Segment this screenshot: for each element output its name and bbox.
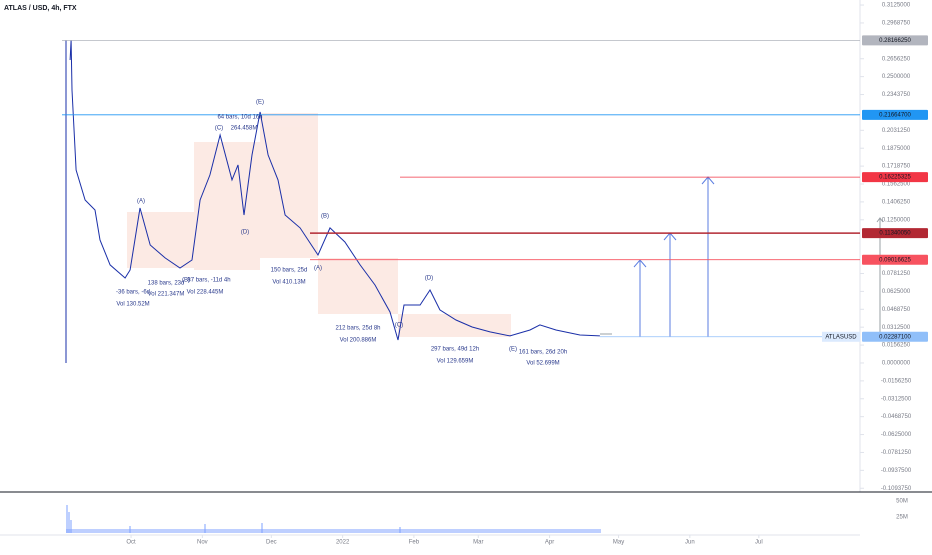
annotation: 212 bars, 25d 8h [335, 326, 380, 332]
annotation: Vol 221.347M [148, 292, 185, 298]
y-tick-label: 0.1875000 [882, 146, 911, 152]
y-tick-label: 0.0468750 [882, 307, 911, 313]
annotation: 297 bars, 49d 12h [431, 347, 479, 353]
annotation: 87 bars, -11d 4h [187, 278, 230, 284]
annotation: 161 bars, 26d 20h [519, 350, 567, 356]
x-tick-label: Oct [126, 540, 136, 546]
y-tick-label: 0.0000000 [882, 361, 911, 367]
x-tick-label: May [613, 540, 624, 546]
price-line [69, 39, 600, 341]
annotation: (C) [395, 323, 403, 329]
level-badge [862, 254, 928, 265]
volume-tick-label: 50M [896, 499, 908, 505]
annotation: Vol 228.445M [187, 290, 224, 296]
x-tick-label: Jul [755, 540, 763, 546]
x-tick-label: Dec [266, 540, 277, 546]
annotation: (C) [215, 126, 223, 132]
annotation: (B) [321, 214, 329, 220]
symbol-label: ATLASUSD [825, 334, 857, 340]
x-tick-label: 2022 [336, 540, 350, 546]
annotation: 264.458M [231, 126, 258, 132]
x-tick-label: Nov [197, 540, 208, 546]
annotation: Vol 129.659M [437, 359, 474, 365]
y-tick-label: 0.2968750 [882, 21, 911, 27]
level-badge [862, 172, 928, 183]
annotation: (D) [241, 230, 249, 236]
y-tick-label: 0.0625000 [882, 289, 911, 295]
y-tick-label: -0.0937500 [881, 468, 912, 474]
arrows [600, 176, 884, 337]
annotation: 138 bars, 23d [148, 281, 185, 287]
y-tick-label: -0.0625000 [881, 432, 912, 438]
y-tick-label: 0.2343750 [882, 92, 911, 98]
level-label: 0.28166250 [879, 38, 911, 44]
y-tick-label: 0.2500000 [882, 74, 911, 80]
level-label: 0.21664700 [879, 112, 911, 118]
symbol-badge [822, 331, 860, 342]
y-tick-label: 0.1250000 [882, 217, 911, 223]
y-tick-label: 0.0312500 [882, 325, 911, 331]
annotation: 64 bars, 10d 16h [217, 115, 262, 121]
y-tick-label: -0.0468750 [881, 414, 912, 420]
y-tick-label: 0.1406250 [882, 199, 911, 205]
x-tick-label: Apr [545, 540, 554, 546]
x-tick-label: Mar [473, 540, 483, 546]
annotation: Vol 410.13M [272, 280, 305, 286]
y-tick-label: -0.0312500 [881, 396, 912, 402]
y-tick-label: 0.0156250 [882, 343, 911, 349]
y-tick-label: -0.0781250 [881, 450, 912, 456]
annotation: 150 bars, 25d [271, 268, 308, 274]
annotation: Vol 52.699M [526, 361, 559, 367]
volume-tick-label: 25M [896, 515, 908, 521]
level-label: 0.02287100 [879, 334, 911, 340]
annotation: Vol 200.886M [340, 338, 377, 344]
annotation: (D) [425, 276, 433, 282]
wave-boxes [127, 113, 511, 337]
level-badge [862, 109, 928, 120]
level-label: 0.09016625 [879, 257, 911, 263]
level-label: 0.16225325 [879, 175, 911, 181]
y-tick-label: -0.1093750 [881, 486, 912, 492]
annotation: Vol 130.52M [116, 302, 149, 308]
level-badge [862, 331, 928, 342]
y-tick-label: 0.1562500 [882, 182, 911, 188]
chart-title: ATLAS / USD, 4h, FTX [4, 5, 77, 12]
volume [66, 505, 601, 533]
level-badge [862, 35, 928, 46]
annotation: (A) [314, 266, 322, 272]
annotation: (A) [137, 199, 145, 205]
annotation: (E) [256, 100, 264, 106]
y-tick-label: 0.1718750 [882, 164, 911, 170]
y-tick-label: 0.0781250 [882, 271, 911, 277]
level-badge [862, 228, 928, 239]
y-tick-label: 0.3125000 [882, 3, 911, 9]
x-tick-label: Feb [409, 540, 420, 546]
y-tick-label: -0.0156250 [881, 378, 912, 384]
y-tick-label: 0.2031250 [882, 128, 911, 134]
annotation: (B) [182, 278, 190, 284]
annotation: (E) [509, 347, 517, 353]
y-tick-label: 0.2656250 [882, 56, 911, 62]
x-tick-label: Jun [685, 540, 695, 546]
annotation: -36 bars, -6d [116, 290, 150, 296]
level-label: 0.11340050 [879, 231, 911, 237]
